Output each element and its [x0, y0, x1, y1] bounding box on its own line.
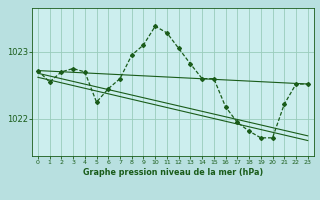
- X-axis label: Graphe pression niveau de la mer (hPa): Graphe pression niveau de la mer (hPa): [83, 168, 263, 177]
